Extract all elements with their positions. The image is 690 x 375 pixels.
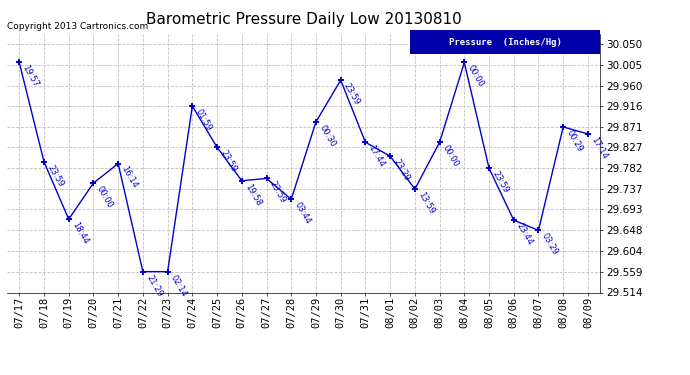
Text: 18:44: 18:44 <box>70 220 90 246</box>
Text: 21:29: 21:29 <box>144 273 164 298</box>
Text: 02:14: 02:14 <box>169 273 188 298</box>
Text: 23:59: 23:59 <box>268 180 288 205</box>
Text: 23:59: 23:59 <box>342 81 362 106</box>
Text: 13:59: 13:59 <box>416 190 436 216</box>
Text: 00:00: 00:00 <box>466 64 485 89</box>
Text: 23:59: 23:59 <box>46 163 65 188</box>
Text: 23:59: 23:59 <box>219 149 238 174</box>
Text: 01:59: 01:59 <box>194 108 213 132</box>
Text: 23:59: 23:59 <box>491 170 510 195</box>
Text: 03:44: 03:44 <box>293 201 313 226</box>
Text: 23:29: 23:29 <box>391 158 411 183</box>
Text: 00:00: 00:00 <box>95 184 115 210</box>
Title: Barometric Pressure Daily Low 20130810: Barometric Pressure Daily Low 20130810 <box>146 12 462 27</box>
Text: 19:57: 19:57 <box>21 64 41 89</box>
Text: 19:58: 19:58 <box>243 182 263 207</box>
Text: 00:30: 00:30 <box>317 123 337 148</box>
Text: 00:00: 00:00 <box>441 144 461 169</box>
Text: 17:44: 17:44 <box>367 144 386 169</box>
Text: 00:29: 00:29 <box>564 128 584 153</box>
Text: Copyright 2013 Cartronics.com: Copyright 2013 Cartronics.com <box>7 22 148 31</box>
Text: 23:44: 23:44 <box>515 222 535 247</box>
Text: 16:14: 16:14 <box>119 165 139 190</box>
Text: 17:14: 17:14 <box>589 135 609 160</box>
Text: 03:29: 03:29 <box>540 232 560 257</box>
